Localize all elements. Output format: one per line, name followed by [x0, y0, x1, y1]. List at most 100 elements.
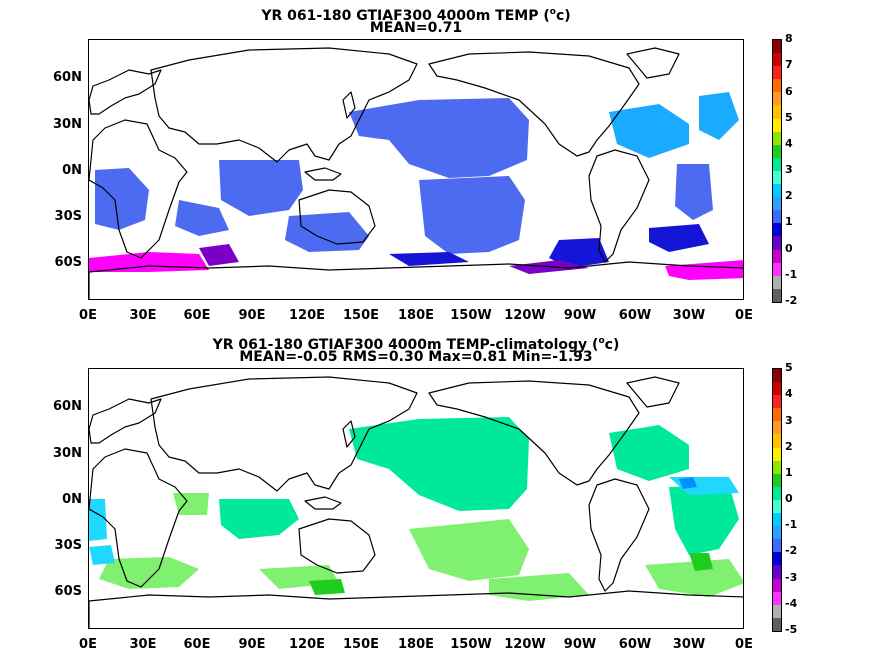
- colorbar-swatch: [773, 79, 781, 93]
- panel1-lat-label: 0N: [62, 163, 82, 178]
- colorbar-swatch: [773, 184, 781, 198]
- panel1-lon-label: 0E: [735, 308, 753, 323]
- ocean-field-patch: [99, 557, 199, 589]
- panel2-colorbar-label: -4: [785, 597, 798, 610]
- japan-coast: [342, 420, 356, 448]
- panel2-lon-label: 30E: [129, 637, 157, 652]
- panel2-lon-label: 120W: [504, 637, 546, 652]
- colorbar-swatch: [773, 395, 781, 409]
- ocean-field-patch: [609, 104, 689, 158]
- ocean-field-patch: [175, 200, 229, 236]
- colorbar-swatch: [773, 526, 781, 540]
- panel1-lat-label: 30N: [53, 117, 82, 132]
- panel1-lon-label: 30W: [672, 308, 706, 323]
- colorbar-swatch: [773, 197, 781, 211]
- colorbar-swatch: [773, 275, 781, 289]
- colorbar-swatch: [773, 486, 781, 500]
- panel1-lon-label: 120W: [504, 308, 546, 323]
- colorbar-swatch: [773, 144, 781, 158]
- ocean-field-patch: [699, 92, 739, 140]
- panel1-colorbar-label: 4: [785, 137, 793, 150]
- colorbar-swatch: [773, 157, 781, 171]
- colorbar-swatch: [773, 604, 781, 618]
- colorbar-swatch: [773, 288, 781, 302]
- panel2-colorbar-label: 5: [785, 361, 793, 374]
- panel1-colorbar-label: 7: [785, 58, 793, 71]
- panel2-lat-label: 30N: [53, 446, 82, 461]
- panel1-colorbar: [772, 39, 782, 303]
- ocean-field-patch: [609, 425, 689, 481]
- panel2-colorbar-label: -2: [785, 544, 798, 557]
- panel2-stats: MEAN=-0.05 RMS=0.30 Max=0.81 Min=-1.93: [239, 349, 593, 365]
- panel2-colorbar: [772, 368, 782, 632]
- colorbar-swatch: [773, 499, 781, 514]
- panel1-lat-label: 60S: [54, 255, 82, 270]
- panel2-lon-label: 60E: [183, 637, 211, 652]
- panel1-colorbar-label: 0: [785, 242, 793, 255]
- panel1-lon-label: 30E: [129, 308, 157, 323]
- panel1-map-canvas: [89, 47, 743, 299]
- panel2-lon-label: 0E: [79, 637, 97, 652]
- ocean-field-patch: [669, 485, 739, 555]
- ocean-field-patch: [89, 252, 209, 272]
- colorbar-swatch: [773, 131, 781, 145]
- colorbar-swatch: [773, 591, 781, 605]
- ocean-field-patch: [649, 224, 709, 252]
- colorbar-swatch: [773, 539, 781, 553]
- ocean-field-patch: [665, 260, 743, 280]
- indonesia-coast: [304, 167, 342, 181]
- colorbar-swatch: [773, 170, 781, 185]
- japan-coast: [342, 91, 356, 119]
- panel1-lat-label: 30S: [54, 209, 82, 224]
- panel2-colorbar-label: -3: [785, 571, 798, 584]
- panel1-title: YR 061-180 GTIAF300 4000m TEMP (oc): [261, 7, 571, 24]
- colorbar-swatch: [773, 421, 781, 435]
- panel1-colorbar-label: 2: [785, 189, 793, 202]
- colorbar-swatch: [773, 40, 781, 54]
- colorbar-swatch: [773, 369, 781, 383]
- panel2-lat-label: 60N: [53, 399, 82, 414]
- panel1-colorbar-label: 1: [785, 215, 793, 228]
- panel2-lon-label: 90E: [238, 637, 266, 652]
- colorbar-swatch: [773, 460, 781, 474]
- colorbar-swatch: [773, 617, 781, 631]
- ocean-field-patch: [219, 499, 299, 539]
- south-america-coast: [588, 149, 650, 263]
- panel2-map-canvas: [89, 376, 743, 628]
- ocean-field-patch: [219, 160, 303, 216]
- colorbar-swatch: [773, 447, 781, 461]
- panel2-colorbar-label: -5: [785, 623, 798, 636]
- australia-coast: [298, 189, 376, 245]
- ocean-field-patch: [309, 579, 345, 595]
- colorbar-swatch: [773, 223, 781, 237]
- panel2-colorbar-label: 1: [785, 466, 793, 479]
- colorbar-swatch: [773, 473, 781, 487]
- colorbar-swatch: [773, 249, 781, 263]
- ocean-field-patch: [173, 493, 209, 515]
- ocean-field-patch: [549, 238, 609, 268]
- panel1-lon-label: 60W: [618, 308, 652, 323]
- ocean-field-patch: [675, 164, 713, 220]
- colorbar-swatch: [773, 118, 781, 132]
- greenland-coast: [626, 47, 680, 79]
- ocean-field-patch: [409, 519, 529, 581]
- panel2-map: [88, 368, 744, 629]
- ocean-field-patch: [349, 98, 529, 178]
- panel1-colorbar-label: 6: [785, 85, 793, 98]
- panel1-stats: MEAN=0.71: [369, 20, 463, 36]
- panel2-lat-label: 30S: [54, 538, 82, 553]
- panel1-lon-label: 150W: [450, 308, 492, 323]
- panel2-colorbar-label: 3: [785, 414, 793, 427]
- panel1-lon-label: 150E: [342, 308, 380, 323]
- panel2-lon-label: 90W: [563, 637, 597, 652]
- antarctica-coast: [89, 590, 743, 628]
- panel1-lat-label: 60N: [53, 70, 82, 85]
- ocean-field-patch: [645, 559, 743, 597]
- panel2-lon-label: 180E: [397, 637, 435, 652]
- north-america-coast: [428, 380, 640, 486]
- ocean-field-patch: [285, 212, 369, 252]
- asia-coast: [150, 376, 418, 492]
- panel2-title: YR 061-180 GTIAF300 4000m TEMP-climatolo…: [212, 336, 620, 353]
- panel1-lon-label: 90E: [238, 308, 266, 323]
- panel1-lon-label: 60E: [183, 308, 211, 323]
